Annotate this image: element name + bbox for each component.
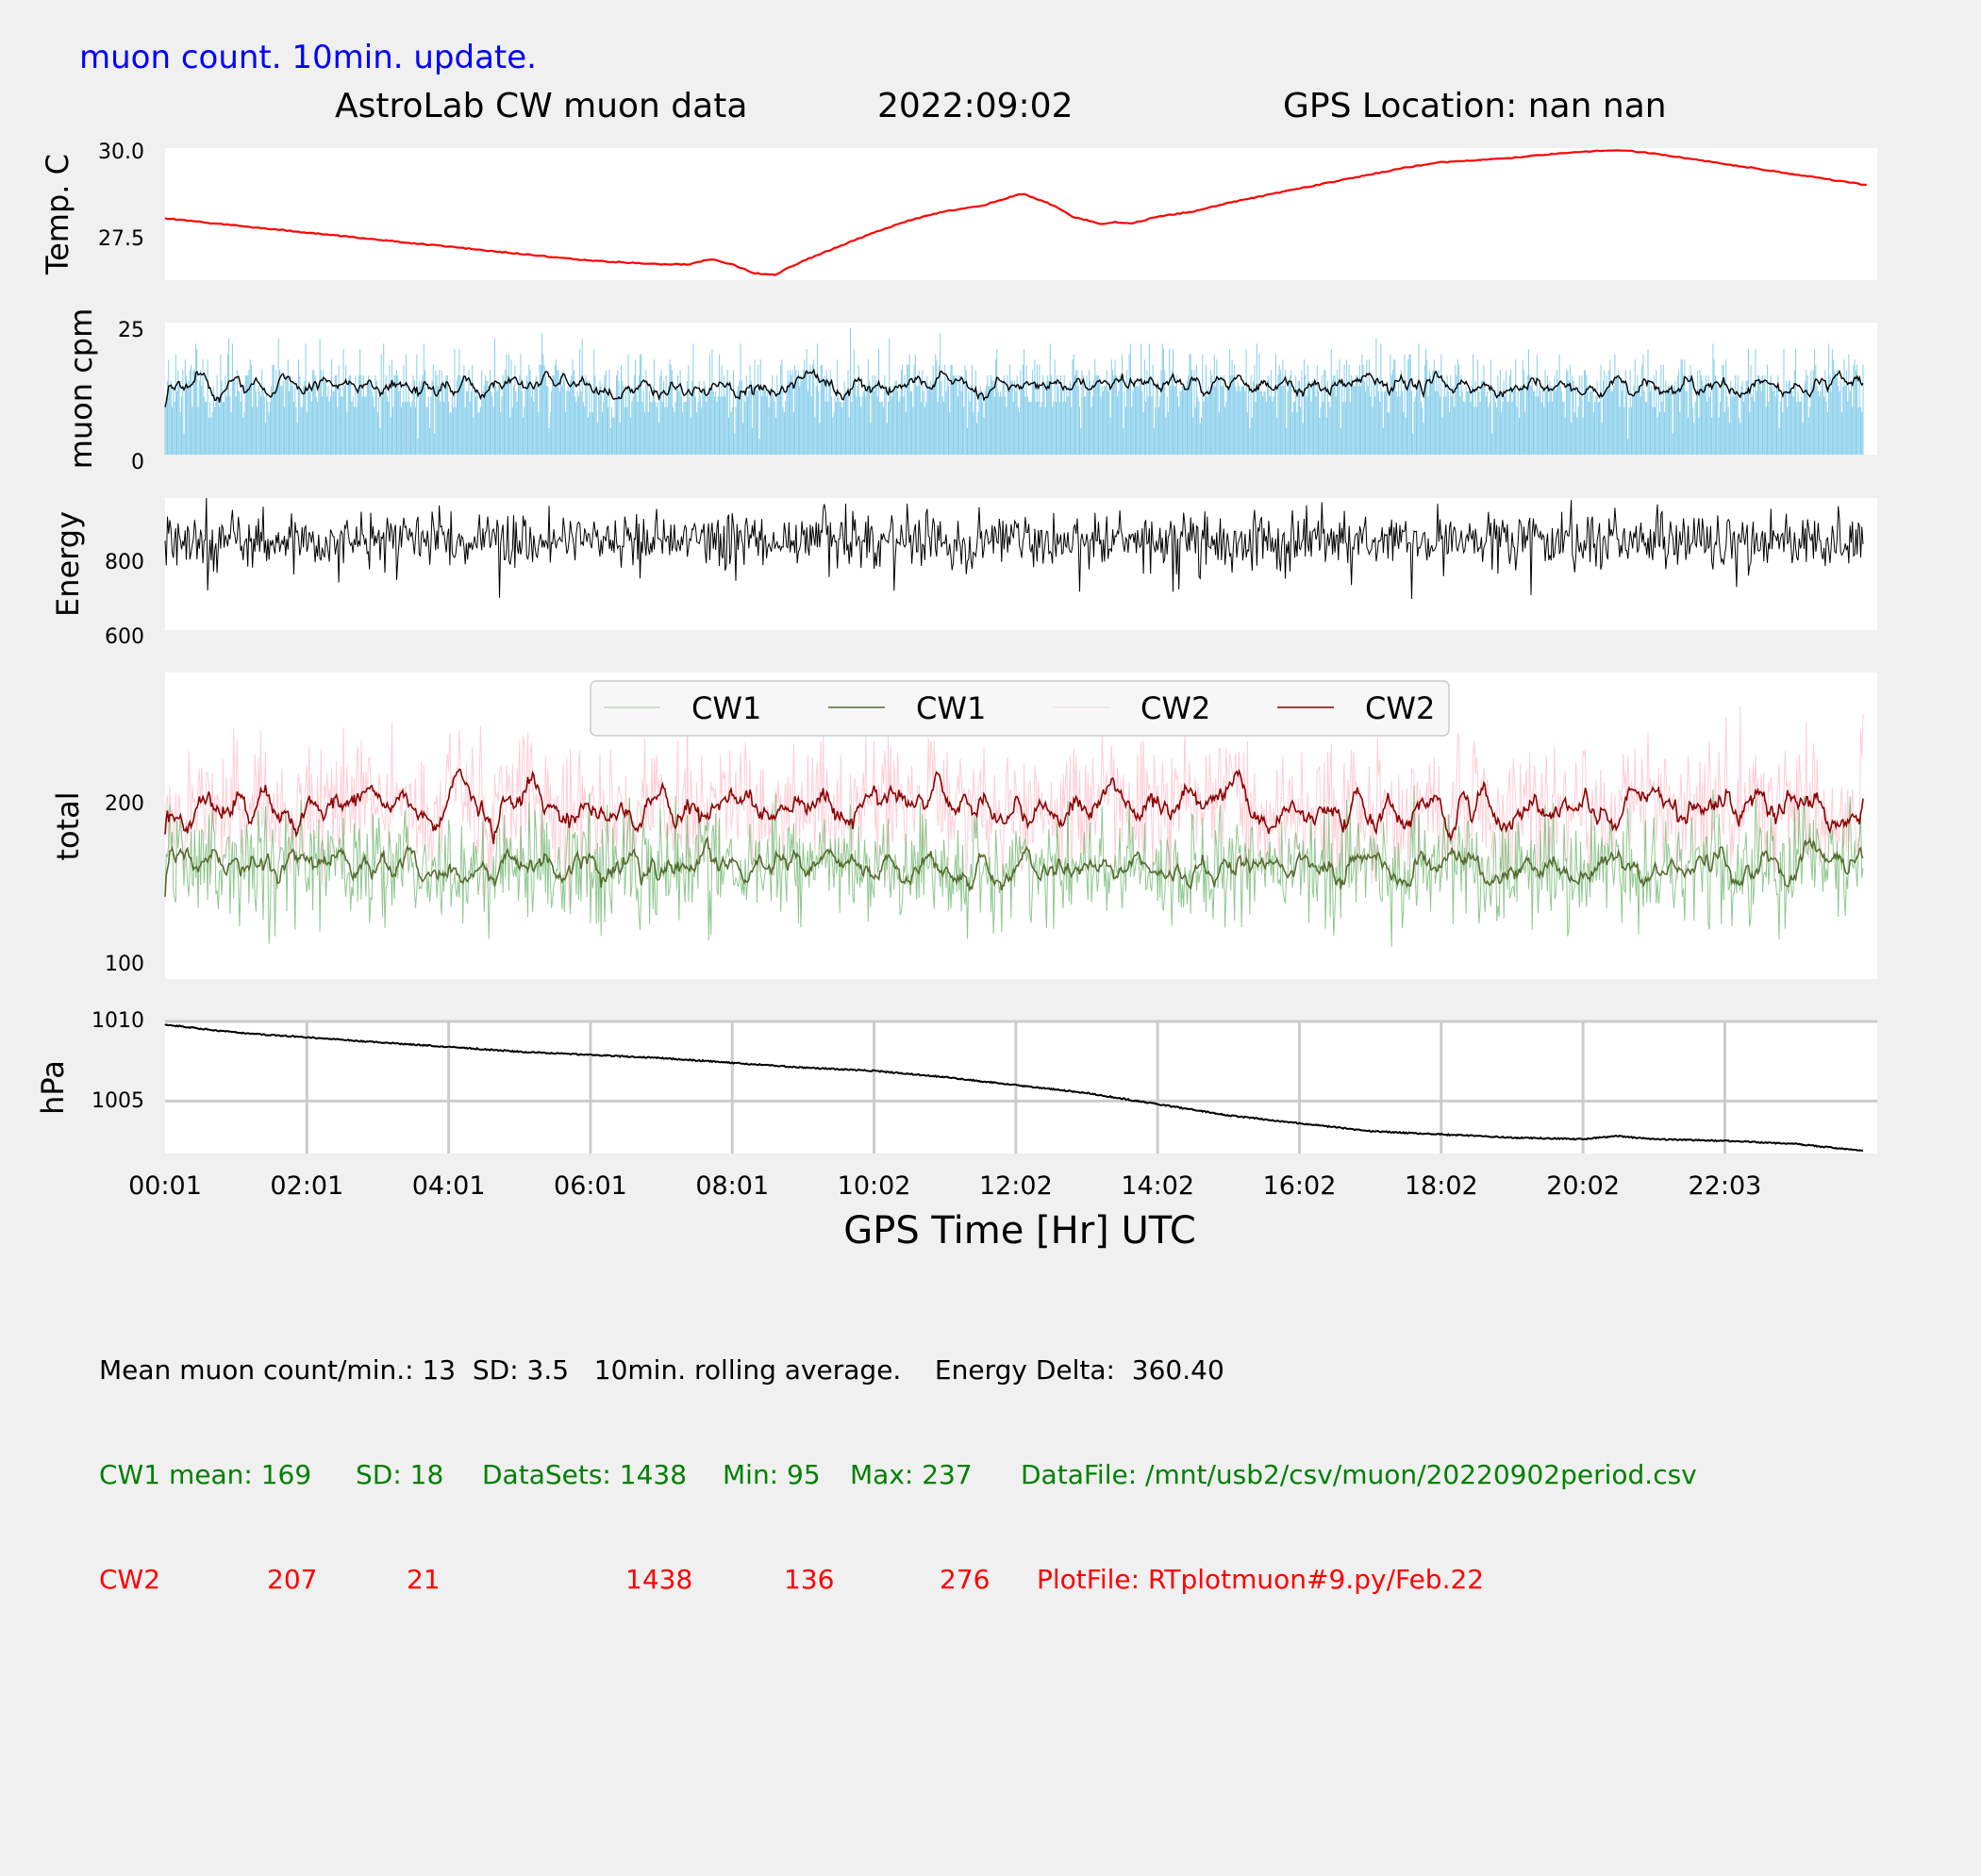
stats-block: Mean muon count/min.: 13 SD: 3.5 10min. … (99, 1283, 1697, 1632)
x-tick-label: 18:02 (1405, 1171, 1478, 1201)
stats-datafile: DataFile: /mnt/usb2/csv/muon/20220902per… (1021, 1459, 1697, 1490)
stats-cw1-sd: SD: 18 (356, 1459, 444, 1490)
total-legend: CW1 CW1 CW2 CW2 (590, 680, 1450, 737)
stats-muon-line: Mean muon count/min.: 13 SD: 3.5 10min. … (99, 1354, 1224, 1386)
legend-label: CW2 (1365, 690, 1435, 726)
pressure-ytick: 1005 (92, 1089, 144, 1113)
stats-cw1-row: CW1 mean: 169 SD: 18 DataSets: 1438 Min:… (99, 1457, 1697, 1492)
x-tick-label: 06:01 (554, 1171, 627, 1201)
x-tick-label: 00:01 (128, 1171, 202, 1201)
muon-cpm-panel: muon cpm 25 0 (63, 308, 1877, 474)
pressure-grid (165, 1020, 1877, 1154)
legend-label: CW1 (916, 690, 986, 726)
x-tick-label: 14:02 (1121, 1171, 1194, 1201)
x-tick-label: 10:02 (838, 1171, 911, 1201)
energy-plot-area (165, 498, 1877, 630)
x-axis-ticks: 00:01 02:01 04:01 06:01 08:01 10:02 12:02 14:02… (128, 1171, 1761, 1201)
energy-panel: Energy 800 600 (50, 497, 1877, 649)
muon-cpm-ylabel: muon cpm (63, 308, 99, 470)
x-tick-label: 22:03 (1689, 1171, 1762, 1201)
total-ytick: 100 (105, 953, 144, 976)
temperature-line (164, 149, 1867, 276)
legend-box (590, 680, 1450, 737)
pressure-plot-area (165, 1021, 1877, 1154)
legend-label: CW2 (1140, 690, 1210, 726)
x-tick-label: 02:01 (270, 1171, 343, 1201)
pressure-line (164, 1023, 1864, 1152)
stats-cw2-label: CW2 (99, 1564, 161, 1595)
energy-ytick: 600 (105, 625, 144, 649)
stats-plotfile: PlotFile: RTplotmuon#9.py/Feb.22 (1037, 1564, 1485, 1595)
muon-cpm-rolling-line (164, 368, 1864, 407)
total-panel: total 200 100 CW1 CW1 CW2 CW2 (50, 672, 1877, 979)
gps-location: GPS Location: nan nan (1283, 87, 1667, 125)
temperature-plot-area (165, 148, 1877, 280)
stats-cw2-mean: 207 (267, 1564, 318, 1595)
x-axis-label: GPS Time [Hr] UTC (843, 1209, 1196, 1253)
pressure-panel: hPa 1010 1005 (35, 1009, 1877, 1154)
total-ytick: 200 (105, 792, 144, 816)
stats-cw2-row: CW2 207 21 1438 136 276 PlotFile: RTplot… (99, 1562, 1484, 1597)
chart-date: 2022:09:02 (877, 87, 1074, 125)
stats-cw2-max: 276 (940, 1564, 990, 1595)
muon-cpm-bars (164, 327, 1864, 455)
update-note: muon count. 10min. update. (79, 39, 537, 76)
temperature-ytick: 30.0 (98, 141, 144, 164)
pressure-ytick: 1010 (92, 1009, 144, 1033)
muon-cpm-ytick: 0 (131, 451, 144, 474)
stats-cw1-max: Max: 237 (850, 1459, 973, 1490)
legend-label: CW1 (691, 690, 761, 726)
cw2-rolling-line (164, 768, 1864, 844)
x-tick-label: 12:02 (979, 1171, 1053, 1201)
energy-ylabel: Energy (50, 511, 86, 617)
temperature-ylabel: Temp. C (40, 154, 75, 275)
energy-ytick: 800 (105, 551, 144, 574)
stats-cw1-mean: CW1 mean: 169 (99, 1459, 312, 1490)
temperature-panel: Temp. C 30.0 27.5 (40, 141, 1877, 280)
x-tick-label: 04:01 (412, 1171, 486, 1201)
temperature-ytick: 27.5 (98, 227, 144, 251)
x-tick-label: 16:02 (1263, 1171, 1337, 1201)
muon-cpm-ytick: 25 (118, 319, 144, 342)
stats-cw2-datasets: 1438 (625, 1564, 693, 1595)
stats-cw2-sd: 21 (407, 1564, 441, 1595)
figure: muon count. 10min. update. AstroLab CW m… (35, 39, 1877, 1253)
energy-line (164, 497, 1864, 600)
stats-cw2-min: 136 (784, 1564, 835, 1595)
stats-muon-row: Mean muon count/min.: 13 SD: 3.5 10min. … (99, 1353, 1224, 1387)
x-tick-label: 08:01 (695, 1171, 769, 1201)
cw1-rolling-line (164, 835, 1864, 897)
stats-cw1-datasets: DataSets: 1438 (482, 1459, 688, 1490)
stats-cw1-min: Min: 95 (723, 1459, 821, 1490)
x-tick-label: 20:02 (1546, 1171, 1620, 1201)
total-ylabel: total (50, 791, 86, 860)
pressure-ylabel: hPa (35, 1060, 71, 1115)
chart-title: AstroLab CW muon data (335, 87, 747, 125)
